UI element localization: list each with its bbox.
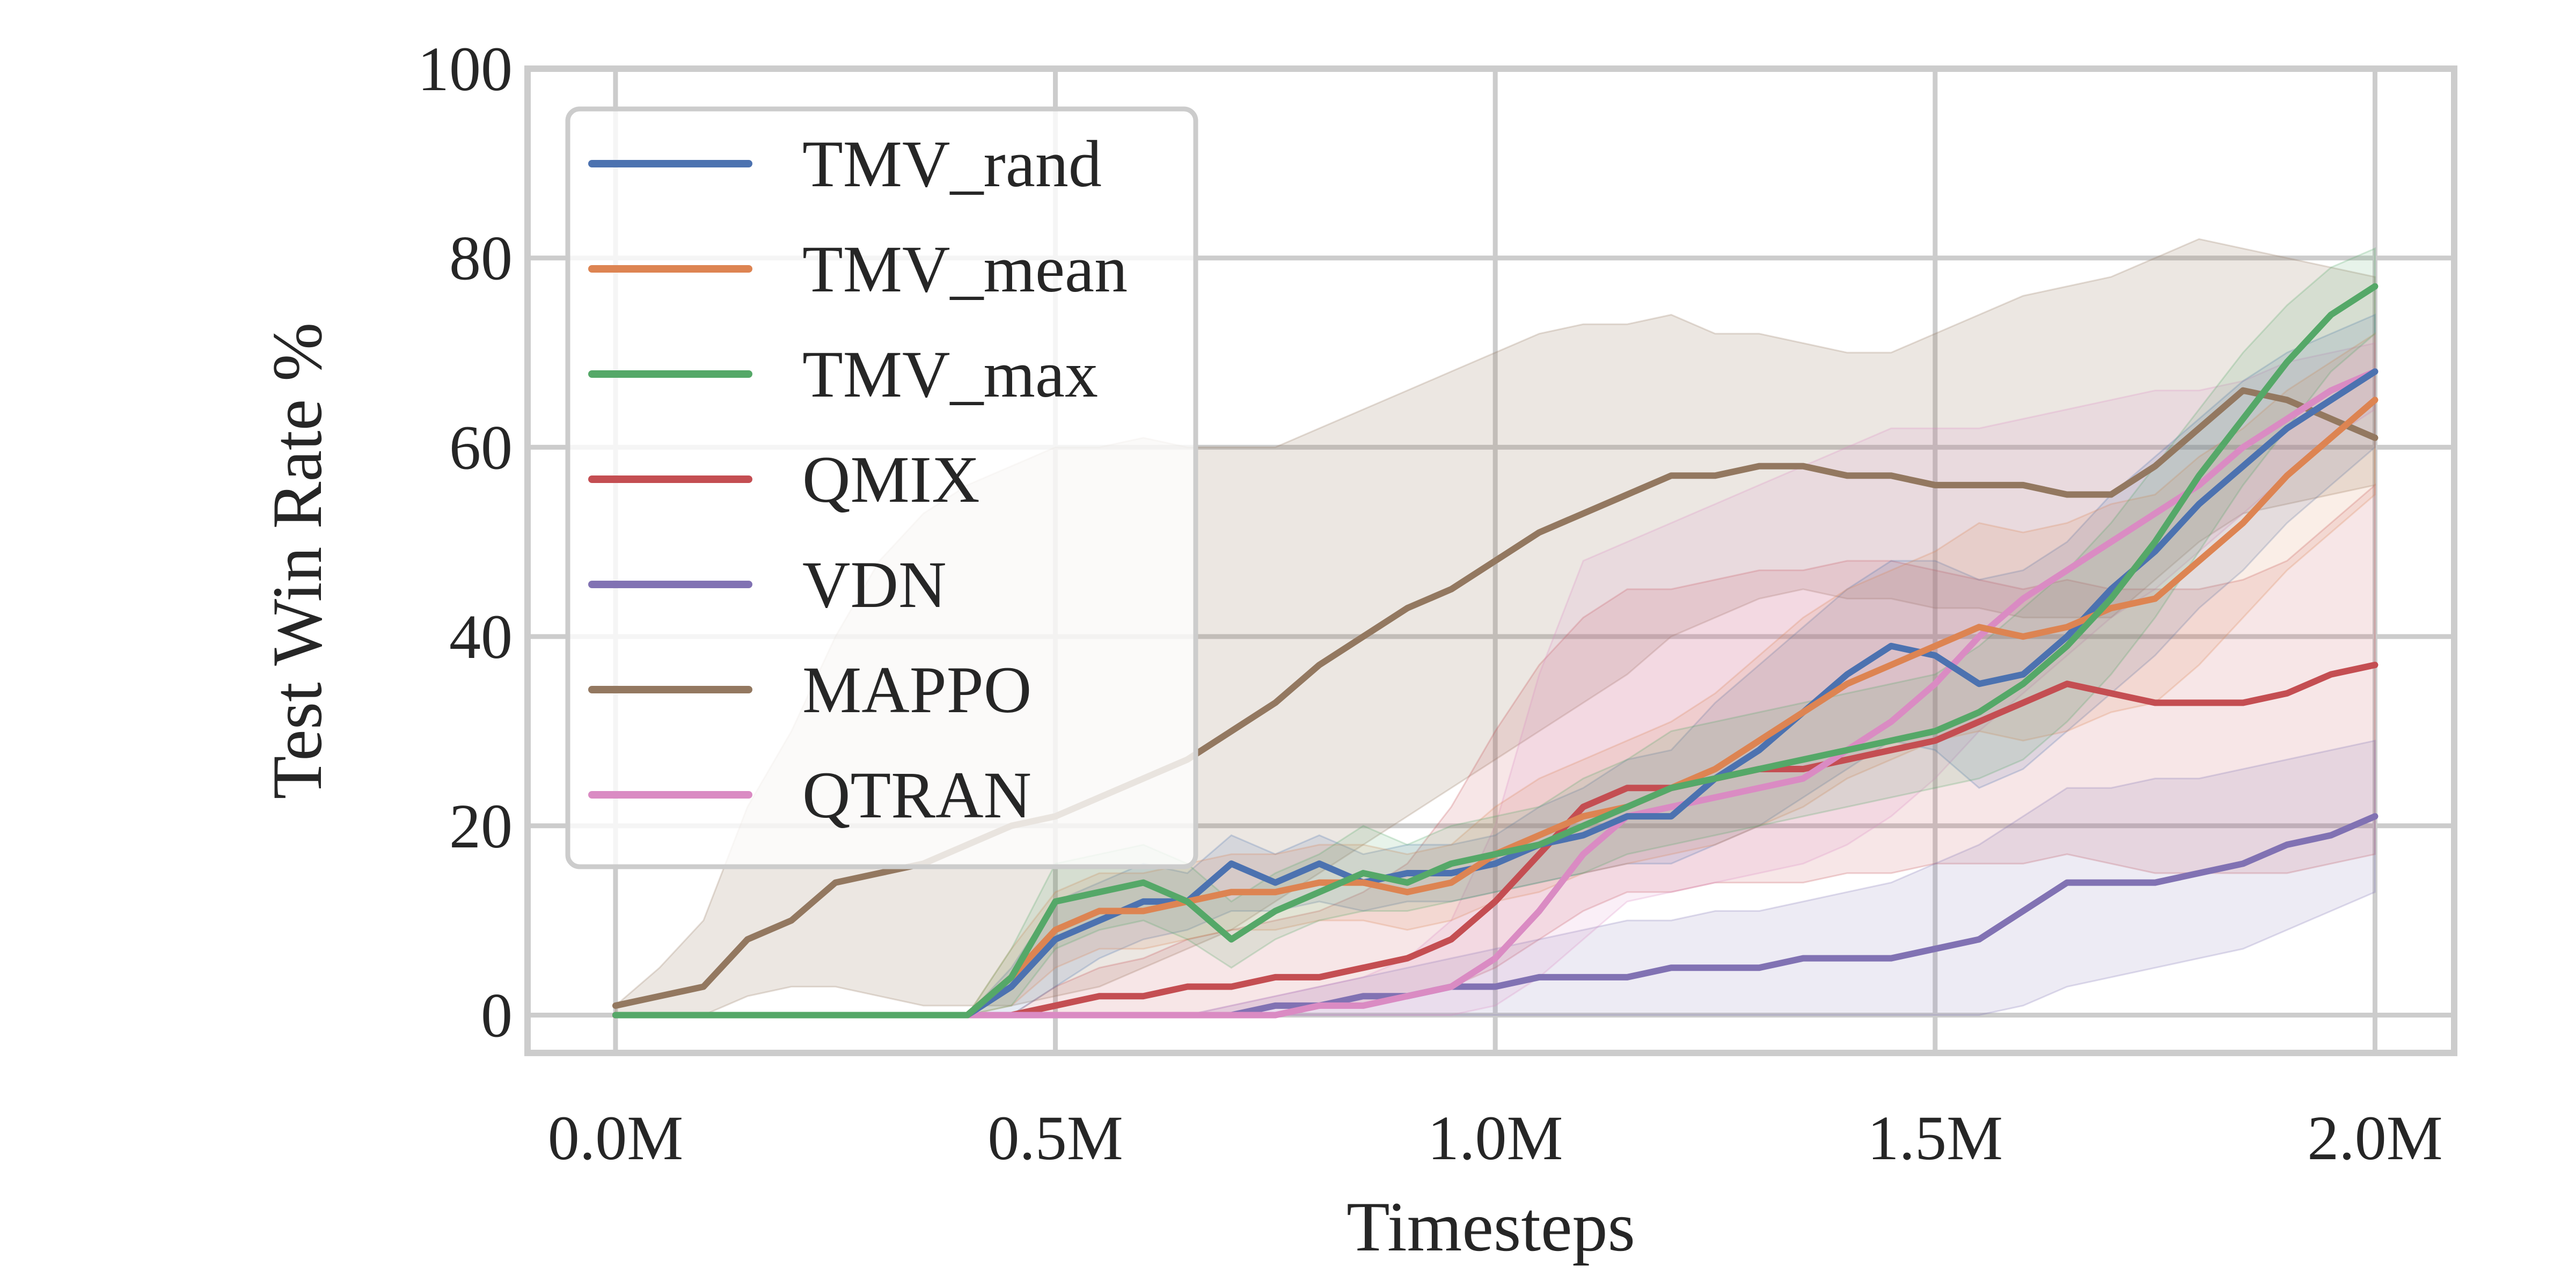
- line-tmv-max: [612, 283, 2379, 1019]
- x-tick-label: 0.0M: [548, 1103, 683, 1173]
- tick-labels: 0.0M 0.5M 1.0M 1.5M 2.0M 0 20 40 60 80 100: [418, 34, 2443, 1173]
- y-tick-label: 100: [418, 34, 513, 104]
- legend: TMV_rand TMV_mean TMV_max QMIX VDN MAPPO QTRAN: [565, 106, 1198, 869]
- x-tick-label: 0.5M: [987, 1103, 1123, 1173]
- line-qtran: [612, 368, 2379, 1019]
- y-tick-label: 40: [449, 602, 513, 672]
- y-tick-label: 60: [449, 412, 513, 482]
- legend-label-tmv-max: TMV_max: [802, 338, 1098, 411]
- line-qmix: [612, 661, 2379, 1019]
- x-tick-label: 1.0M: [1428, 1103, 1563, 1173]
- legend-label-tmv-rand: TMV_rand: [802, 127, 1102, 201]
- legend-label-qtran: QTRAN: [802, 758, 1031, 832]
- plot-frame: [524, 65, 2457, 1056]
- y-axis-title: Test Win Rate %: [258, 323, 336, 800]
- y-tick-label: 80: [449, 223, 513, 294]
- y-tick-label: 0: [481, 980, 513, 1050]
- legend-label-tmv-mean: TMV_mean: [802, 232, 1128, 306]
- legend-label-qmix: QMIX: [802, 443, 980, 516]
- legend-box: [565, 106, 1198, 869]
- x-axis-title: Timesteps: [1346, 1187, 1635, 1266]
- x-tick-label: 2.0M: [2307, 1103, 2442, 1173]
- legend-label-vdn: VDN: [802, 548, 947, 621]
- y-tick-label: 20: [449, 791, 513, 861]
- band-tmv-rand: [615, 313, 2376, 1016]
- series-lines: [612, 283, 2379, 1019]
- x-tick-label: 1.5M: [1868, 1103, 2003, 1173]
- legend-label-mappo: MAPPO: [802, 653, 1031, 727]
